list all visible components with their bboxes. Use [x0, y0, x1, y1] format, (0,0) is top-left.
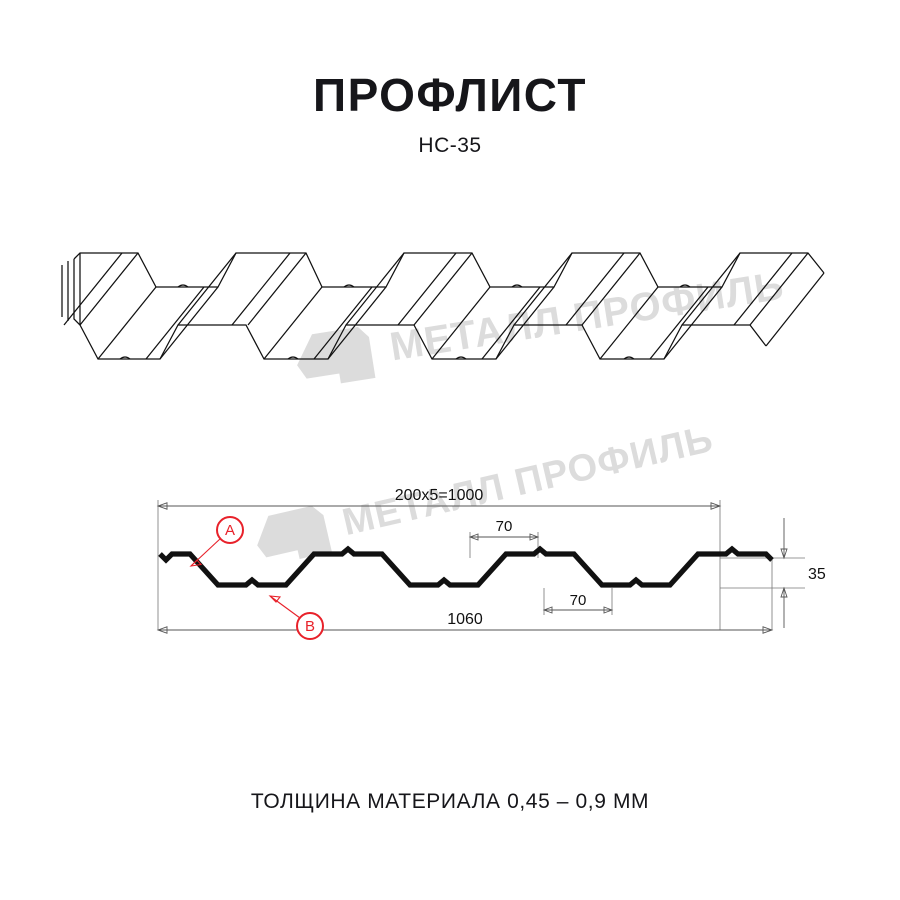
dimension-crest-width: 70: [468, 518, 540, 541]
dimension-label-overall-bottom: 1060: [447, 611, 483, 628]
product-model: НС-35: [418, 134, 482, 157]
profile-sheet-3d: [61, 252, 825, 360]
profile-cross-section: [158, 545, 774, 588]
footer: ТОЛЩИНА МАТЕРИАЛА 0,45 – 0,9 ММ: [0, 790, 900, 814]
dimension-label-height: 35: [808, 566, 826, 583]
dimension-label-valley-width: 70: [570, 592, 587, 609]
callout-b: B: [268, 595, 324, 640]
dimension-label-overall-top: 200x5=1000: [395, 487, 484, 504]
dimension-overall-bottom: 1060: [156, 611, 774, 634]
dimension-valley-width: 70: [542, 592, 614, 614]
watermark-section: МЕТАЛЛ ПРОФИЛЬ: [257, 418, 718, 559]
watermark-label-2: МЕТАЛЛ ПРОФИЛЬ: [339, 418, 718, 544]
callout-b-label: B: [305, 618, 315, 635]
dimension-height: 35: [780, 518, 826, 628]
watermark-label: МЕТАЛЛ ПРОФИЛЬ: [387, 264, 787, 370]
callout-b-circle: [296, 612, 324, 640]
callout-a-circle: [216, 516, 244, 544]
callout-a-label: A: [225, 522, 235, 539]
dimension-overall-top: 200x5=1000: [156, 487, 722, 510]
dimension-label-crest-width: 70: [496, 518, 513, 535]
extension-lines: [157, 500, 805, 630]
callout-a: A: [189, 516, 244, 567]
material-thickness-note: ТОЛЩИНА МАТЕРИАЛА 0,45 – 0,9 ММ: [250, 790, 650, 813]
cross-section-view: МЕТАЛЛ ПРОФИЛЬ 200x5=1000: [60, 418, 850, 680]
page-title: ПРОФЛИСТ: [313, 69, 587, 121]
header: ПРОФЛИСТ НС-35: [0, 72, 900, 158]
isometric-view: МЕТАЛЛ ПРОФИЛЬ: [60, 215, 850, 415]
